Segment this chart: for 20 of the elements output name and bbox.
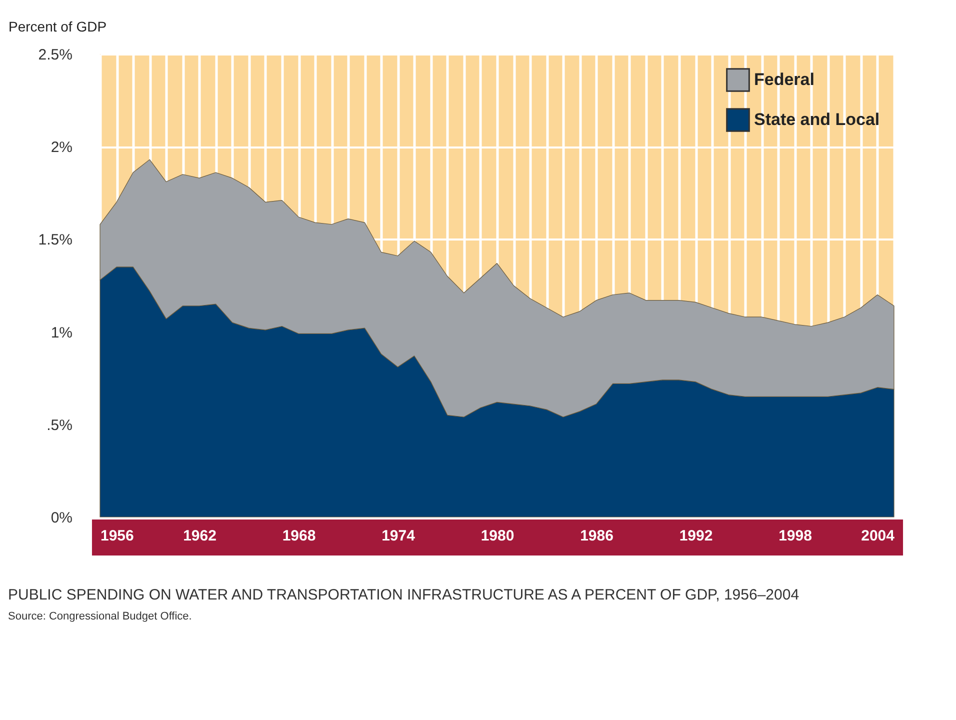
y-tick-label: 1% bbox=[50, 324, 72, 342]
y-tick-label: .5% bbox=[46, 416, 72, 434]
text: PUBLIC SPENDING ON WATER AND TRANSPORTATION INFRASTRUCTURE AS A PERCENT OF GDP, 1956–2004 bbox=[8, 586, 800, 604]
x-tick-label: 1968 bbox=[282, 528, 316, 544]
x-tick-label: 1986 bbox=[580, 528, 614, 544]
y-tick-label: 2% bbox=[50, 139, 72, 156]
x-tick-label: 2004 bbox=[861, 528, 896, 544]
y-tick-label: 0% bbox=[50, 510, 72, 526]
legend-label: Federal bbox=[754, 70, 814, 89]
legend-label: State and Local bbox=[754, 110, 880, 129]
x-tick-label: 1998 bbox=[778, 528, 812, 544]
y-tick-label: 2.5% bbox=[38, 46, 72, 64]
y-axis-title: Percent of GDP bbox=[8, 18, 107, 34]
y-tick-label: 1.5% bbox=[38, 232, 72, 249]
x-tick-label: 1992 bbox=[679, 528, 713, 544]
x-tick-label: 1980 bbox=[480, 528, 514, 544]
x-tick-label: 1962 bbox=[183, 528, 216, 544]
source-note: Source: Congressional Budget Office. bbox=[8, 610, 192, 623]
x-tick-label: 1956 bbox=[100, 528, 134, 544]
x-tick-label: 1974 bbox=[382, 528, 416, 544]
